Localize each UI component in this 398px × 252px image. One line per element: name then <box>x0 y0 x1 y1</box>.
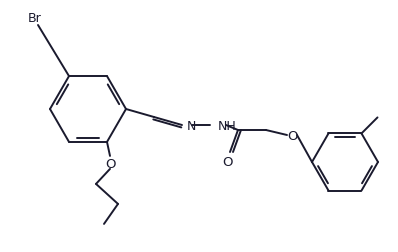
Text: NH: NH <box>218 119 237 132</box>
Text: O: O <box>288 129 298 142</box>
Text: O: O <box>105 158 115 171</box>
Text: Br: Br <box>28 11 42 24</box>
Text: N: N <box>187 119 196 132</box>
Text: O: O <box>223 156 233 169</box>
